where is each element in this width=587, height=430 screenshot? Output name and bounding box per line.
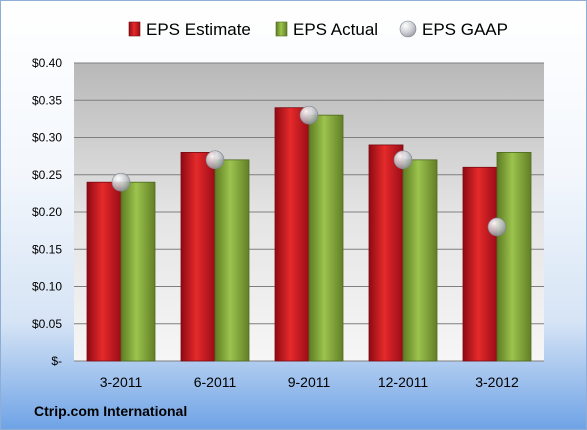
legend-eps-actual: EPS Actual — [275, 20, 378, 39]
legend-eps-gaap: EPS GAAP — [399, 20, 508, 39]
legend-label: EPS Actual — [293, 20, 378, 39]
legend: EPS Estimate EPS Actual EPS GAAP — [128, 20, 508, 39]
y-tick-label: $0.20 — [32, 205, 62, 219]
gaap-markers — [111, 105, 507, 237]
x-tick-label: 12-2011 — [378, 374, 429, 390]
x-tick-label: 3-2011 — [100, 374, 143, 390]
bar-eps-estimate — [180, 151, 216, 362]
y-tick-label: $0.10 — [32, 280, 62, 294]
marker-eps-gaap — [487, 217, 507, 237]
y-axis-ticks: $- $0.05 $0.10 $0.15 $0.20 $0.25 $0.30 $0.35 $0.… — [32, 56, 62, 368]
y-tick-label: $- — [51, 354, 62, 368]
bar-eps-actual — [402, 159, 438, 362]
legend-swatch — [128, 21, 141, 37]
marker-eps-gaap — [111, 172, 131, 192]
marker-eps-gaap — [299, 105, 319, 125]
legend-label: EPS Estimate — [146, 20, 251, 39]
x-tick-label: 3-2012 — [475, 374, 519, 390]
legend-eps-estimate: EPS Estimate — [128, 20, 251, 39]
bars — [86, 107, 532, 362]
y-tick-label: $0.30 — [32, 131, 62, 145]
x-tick-label: 9-2011 — [288, 374, 331, 390]
x-axis-ticks: 3-2011 6-2011 9-2011 12-2011 3-2012 — [100, 374, 519, 390]
bar-eps-actual — [214, 159, 250, 362]
bar-eps-actual — [308, 114, 344, 362]
y-tick-label: $0.05 — [32, 317, 62, 331]
bar-eps-actual — [496, 151, 532, 362]
y-tick-label: $0.15 — [32, 242, 62, 256]
y-tick-label: $0.35 — [32, 93, 62, 107]
bar-eps-estimate — [368, 144, 404, 362]
bar-eps-estimate — [462, 166, 498, 362]
y-tick-label: $0.40 — [32, 56, 62, 70]
legend-label: EPS GAAP — [422, 20, 508, 39]
marker-eps-gaap — [393, 150, 413, 170]
company-name: Ctrip.com International — [34, 403, 188, 419]
legend-swatch — [275, 21, 288, 37]
marker-eps-gaap — [205, 150, 225, 170]
bar-eps-estimate — [274, 107, 310, 362]
x-tick-label: 6-2011 — [194, 374, 237, 390]
bar-eps-actual — [120, 181, 156, 362]
y-tick-label: $0.25 — [32, 168, 62, 182]
bar-eps-estimate — [86, 181, 122, 362]
legend-swatch — [399, 20, 417, 38]
